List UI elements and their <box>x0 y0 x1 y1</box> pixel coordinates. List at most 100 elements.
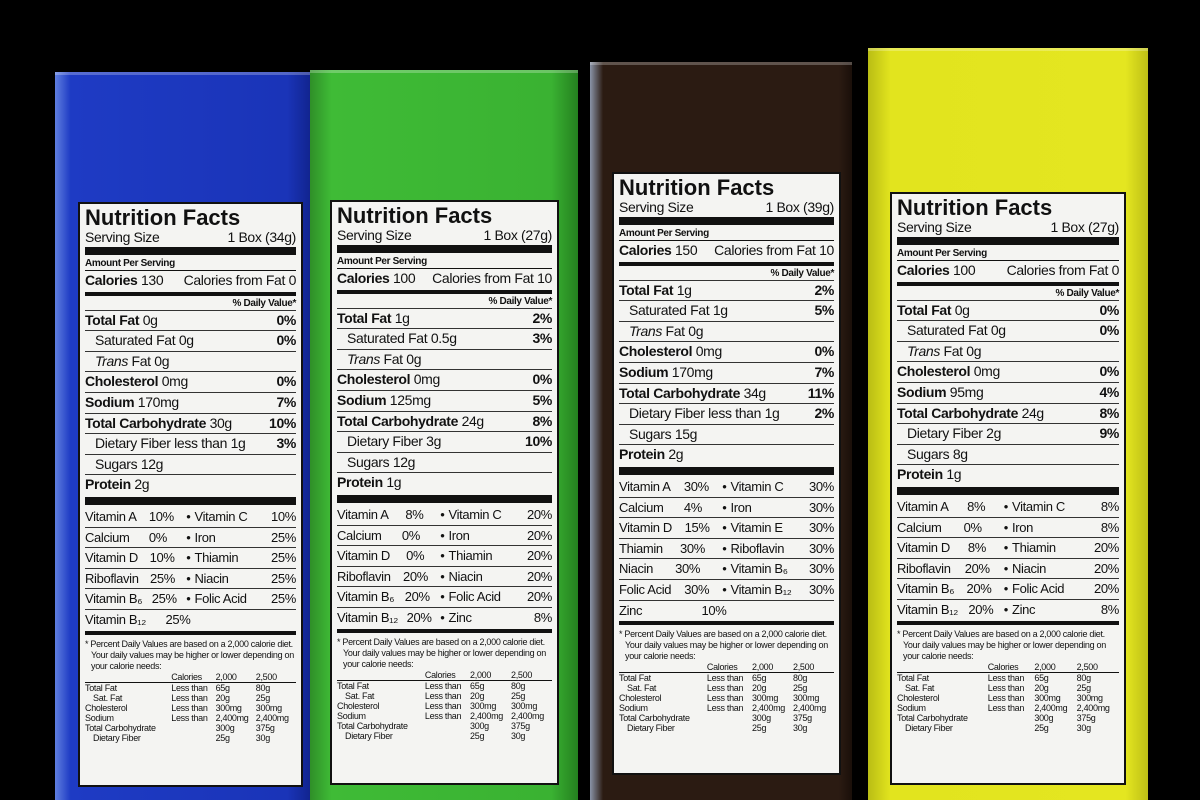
nutrient-row: Cholesterol 0mg 0% <box>619 341 834 362</box>
cff-label: Calories from Fat <box>183 272 286 288</box>
bullet: • <box>1003 498 1009 514</box>
table-cell: 20g <box>752 683 767 694</box>
divider <box>897 620 1119 625</box>
vitamin-pct: 25% <box>271 570 296 586</box>
vitamin-name: Vitamin A <box>897 498 949 514</box>
cff-label: Calories from Fat <box>714 242 816 258</box>
vitamin-pct: 0% <box>148 529 167 545</box>
vitamin-cell: Vitamin A 10% • <box>85 507 191 527</box>
bullet: • <box>1003 560 1009 576</box>
table-header-cell: Calories <box>171 671 216 683</box>
nutrient-amount: 1g <box>946 466 962 483</box>
vitamin-pct: 4% <box>683 499 702 515</box>
table-cell <box>988 713 1035 723</box>
bullet: • <box>1003 540 1009 556</box>
nutrient-amount: Fat 0g <box>943 342 982 359</box>
nutrient: Cholesterol 0mg <box>897 362 1000 382</box>
vitamin-pct: 30% <box>684 581 710 597</box>
table-header-cell <box>897 661 988 673</box>
table-cell: 2,400mg <box>1034 702 1068 713</box>
calories-label: Calories <box>337 270 390 286</box>
calories-row: Calories 100 Calories from Fat 0 <box>897 260 1119 281</box>
nutrient-dv: 7% <box>276 393 296 410</box>
nutrient-row: Cholesterol 0mg 0% <box>85 371 296 392</box>
nutrient-name: Sodium <box>619 363 669 380</box>
vitamin-cell: Niacin 20% <box>445 567 553 587</box>
nutrient-name: Dietary Fiber <box>629 405 705 422</box>
nutrient: Sugars 12g <box>95 455 163 475</box>
table-cell: 25g <box>511 690 526 701</box>
table-cell: Less than <box>424 710 462 721</box>
serving-label: Serving Size <box>85 229 160 245</box>
vitamin-pct: 30% <box>809 499 834 515</box>
footnote-line: * Percent Daily Values are based on a 2,… <box>337 636 545 647</box>
nutrient-row: Sugars 15g <box>619 423 834 445</box>
vitamin-cell: Riboflavin 30% <box>727 539 835 559</box>
cff-value: 10 <box>819 242 834 258</box>
nutrient-dv: 11% <box>807 384 835 401</box>
nutrient-amount: 3g <box>426 433 442 450</box>
vitamin-row: Vitamin A 10% • Vitamin C 10% <box>85 507 296 527</box>
table-cell: Less than <box>706 693 744 704</box>
nutrient: Sugars 8g <box>907 445 968 465</box>
label-title: Nutrition Facts <box>897 195 1053 220</box>
nutrient-amount: 170mg <box>137 393 179 410</box>
table-cell: 300mg <box>215 702 242 713</box>
nutrient-dv: 8% <box>532 412 552 429</box>
vitamin-cell: Vitamin D 15% • <box>619 518 727 538</box>
divider <box>897 281 1119 286</box>
calories-row: Calories 130 Calories from Fat 0 <box>85 270 296 291</box>
table-cell: Less than <box>987 692 1025 703</box>
vitamin-cell: Vitamin B₁₂ 30% <box>727 580 835 600</box>
nutrient-dv: 10% <box>525 433 552 450</box>
vitamin-name: Vitamin B₁₂ <box>85 611 146 627</box>
serving-label: Serving Size <box>897 219 972 235</box>
nutrient-row: Saturated Fat 0.5g 3% <box>337 328 552 349</box>
table-cell <box>707 713 752 723</box>
table-cell: 375g <box>255 722 275 733</box>
table-cell: Total Carbohydrate <box>85 722 156 733</box>
nutrient-name: Total Carbohydrate <box>337 412 459 429</box>
table-header-cell <box>85 671 172 683</box>
nutrient-name: Sodium <box>337 391 387 408</box>
vitamin-pct: 8% <box>1100 519 1119 535</box>
vitamin-cell: Vitamin B₆ 30% <box>727 559 835 579</box>
nutrient-amount: 24g <box>1021 404 1045 421</box>
cff-label: Calories from Fat <box>432 270 534 286</box>
table-row: Cholesterol Less than 300mg 300mg <box>337 701 552 711</box>
table-cell: Sat. Fat <box>345 690 375 701</box>
nutrient-name: Sodium <box>85 393 135 410</box>
vitamin-row: Vitamin D 8% • Thiamin 20% <box>897 537 1119 558</box>
vitamin-row: Riboflavin 25% • Niacin 25% <box>85 567 296 589</box>
serving-size-row: Serving Size 1 Box (27g) <box>337 227 552 243</box>
nutrient-amount: 0.5g <box>430 330 457 347</box>
vitamin-pct: 30% <box>683 478 709 494</box>
vitamin-cell: Vitamin A 8% • <box>337 505 445 525</box>
nutrient-dv: 2% <box>814 281 834 298</box>
nutrient-amount: 0g <box>178 332 194 349</box>
vitamin-cell: Calcium 0% • <box>897 518 1008 538</box>
divider <box>85 291 296 296</box>
nutrient-row: Trans Fat 0g <box>85 350 296 372</box>
vitamin-cell: Vitamin B₁₂ 20% • <box>337 608 445 628</box>
nutrient-name: Protein <box>337 474 383 491</box>
daily-values-table: Calories 2,000 2,500 Total Fat Less than 65g 8… <box>897 661 1119 733</box>
nutrient-name: Trans <box>629 322 662 339</box>
nutrient-name: Cholesterol <box>619 343 693 360</box>
label-title: Nutrition Facts <box>337 203 493 228</box>
vitamin-row: Vitamin B₁₂ 25% <box>85 608 296 630</box>
vitamin-pct: 30% <box>809 561 834 577</box>
table-cell: Total Fat <box>337 680 369 691</box>
vitamin-cell: Vitamin D 8% • <box>897 538 1008 558</box>
nutrient-dv: 3% <box>276 435 296 452</box>
nutrient: Trans Fat 0g <box>907 342 981 362</box>
nutrient-name: Dietary Fiber <box>907 425 983 442</box>
table-row: Total Fat Less than 65g 80g <box>337 680 552 691</box>
table-cell: Less than <box>424 680 462 691</box>
nutrition-facts-label: Nutrition Facts Serving Size 1 Box (34g) Am… <box>78 202 303 787</box>
nutrient: Sodium 125mg <box>337 391 431 411</box>
vitamin-cell: Folic Acid 25% <box>191 589 297 609</box>
nutrient: Trans Fat 0g <box>347 350 421 370</box>
nutrient-amount: less than 1g <box>708 405 780 422</box>
vitamin-pct: 30% <box>809 478 834 494</box>
